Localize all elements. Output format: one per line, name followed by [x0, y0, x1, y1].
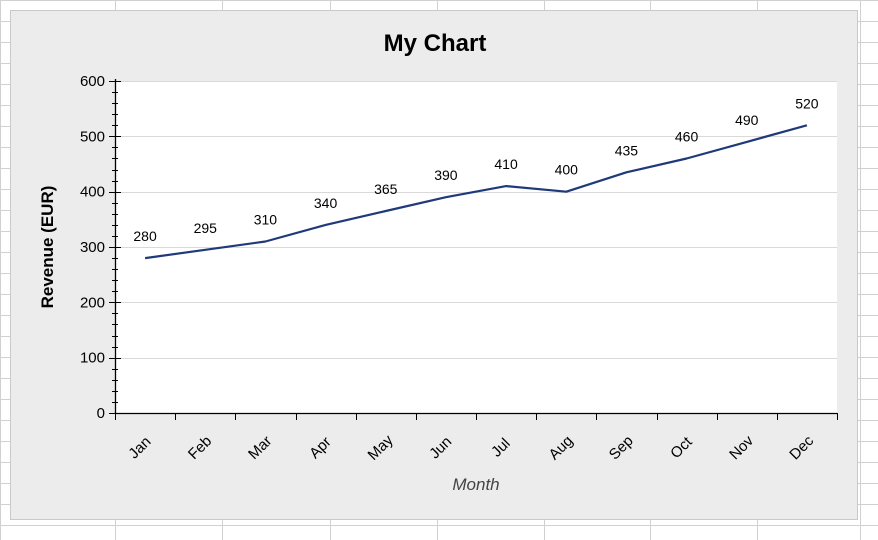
data-label: 280 [133, 228, 157, 244]
series-group [144, 124, 808, 260]
y-tick-label: 500 [80, 128, 105, 145]
data-label: 400 [555, 162, 579, 178]
data-label: 490 [735, 112, 759, 128]
y-tick-label: 100 [80, 350, 105, 367]
chart-container[interactable]: 0 100 200 300 400 500 600 Jan Feb Mar Apr May Jun Jul… [10, 10, 858, 520]
y-tick-label: 300 [80, 239, 105, 256]
data-label: 460 [675, 128, 699, 144]
series-line-0 [144, 124, 808, 260]
x-tick-label: Jun [426, 433, 455, 462]
line-chart: 0 100 200 300 400 500 600 Jan Feb Mar Apr May Jun Jul… [38, 30, 838, 494]
data-label: 410 [494, 156, 518, 172]
x-tick-label: Aug [546, 432, 577, 463]
chart-title: My Chart [384, 30, 487, 57]
x-tick-label: Oct [667, 433, 696, 462]
data-label: 295 [194, 220, 218, 236]
y-tick-label: 0 [97, 405, 105, 422]
gridlines [115, 81, 837, 359]
x-tick-label: Jan [125, 433, 154, 462]
y-tick-label: 600 [80, 73, 105, 90]
x-tick-label: Feb [185, 433, 215, 463]
y-tick-label: 200 [80, 294, 105, 311]
y-axis-title: Revenue (EUR) [38, 186, 57, 309]
y-tick-label: 400 [80, 184, 105, 201]
data-label: 435 [615, 142, 639, 158]
x-tick-label: May [365, 431, 397, 463]
x-tick-label: Mar [245, 433, 275, 463]
data-label: 520 [795, 95, 819, 111]
x-tick-label: Jul [488, 435, 514, 461]
data-label: 340 [314, 195, 338, 211]
x-tick-label: Apr [306, 434, 335, 463]
data-label: 310 [254, 211, 278, 227]
x-tick-label: Dec [786, 432, 817, 463]
data-label: 365 [374, 181, 398, 197]
x-axis-title: Month [452, 475, 499, 494]
data-label: 390 [434, 167, 458, 183]
axes [109, 79, 838, 420]
x-tick-label: Nov [726, 432, 757, 463]
x-tick-label: Sep [606, 432, 637, 463]
